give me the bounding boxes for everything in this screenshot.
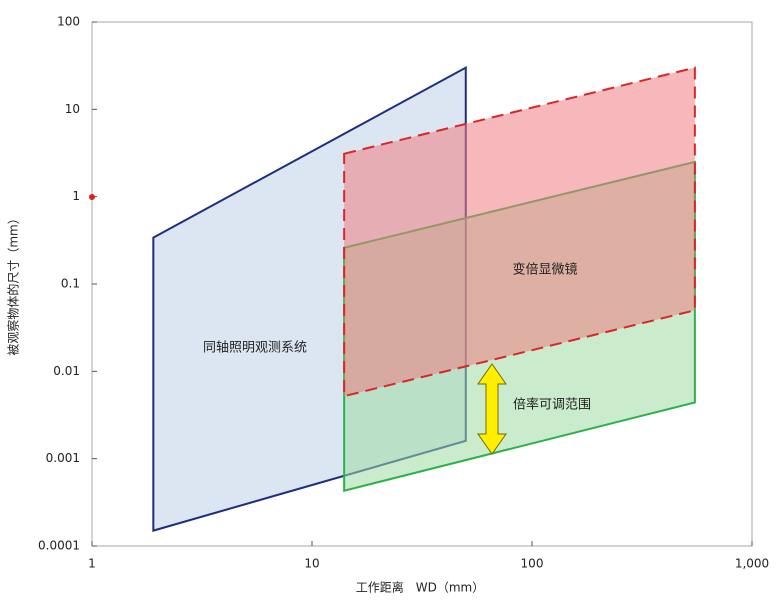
region — [343, 66, 696, 398]
decorations — [89, 194, 507, 455]
x-tick-label: 100 — [521, 557, 544, 571]
range-arrow — [477, 363, 507, 455]
y-axis-label: 被观察物体的尺寸（mm） — [6, 212, 21, 355]
marker-dot — [89, 194, 95, 200]
y-tick-label: 100 — [57, 15, 80, 29]
y-tick-label: 0.0001 — [38, 539, 80, 553]
y-tick-label: 0.1 — [61, 277, 80, 291]
y-tick-label: 0.001 — [46, 451, 80, 465]
y-tick-label: 1 — [72, 189, 80, 203]
y-tick-label: 0.01 — [53, 364, 80, 378]
x-tick-label: 10 — [304, 557, 319, 571]
plot-area — [152, 65, 696, 532]
annotation: 倍率可调范围 — [513, 397, 591, 413]
x-axis-label: 工作距离 WD（mm） — [356, 580, 485, 595]
y-tick-label: 10 — [65, 102, 80, 116]
x-tick-label: 1 — [88, 557, 96, 571]
annotation: 同轴照明观测系统 — [203, 341, 307, 356]
annotation: 变倍显微镜 — [512, 262, 577, 278]
x-tick-label: 1,000 — [735, 557, 769, 571]
